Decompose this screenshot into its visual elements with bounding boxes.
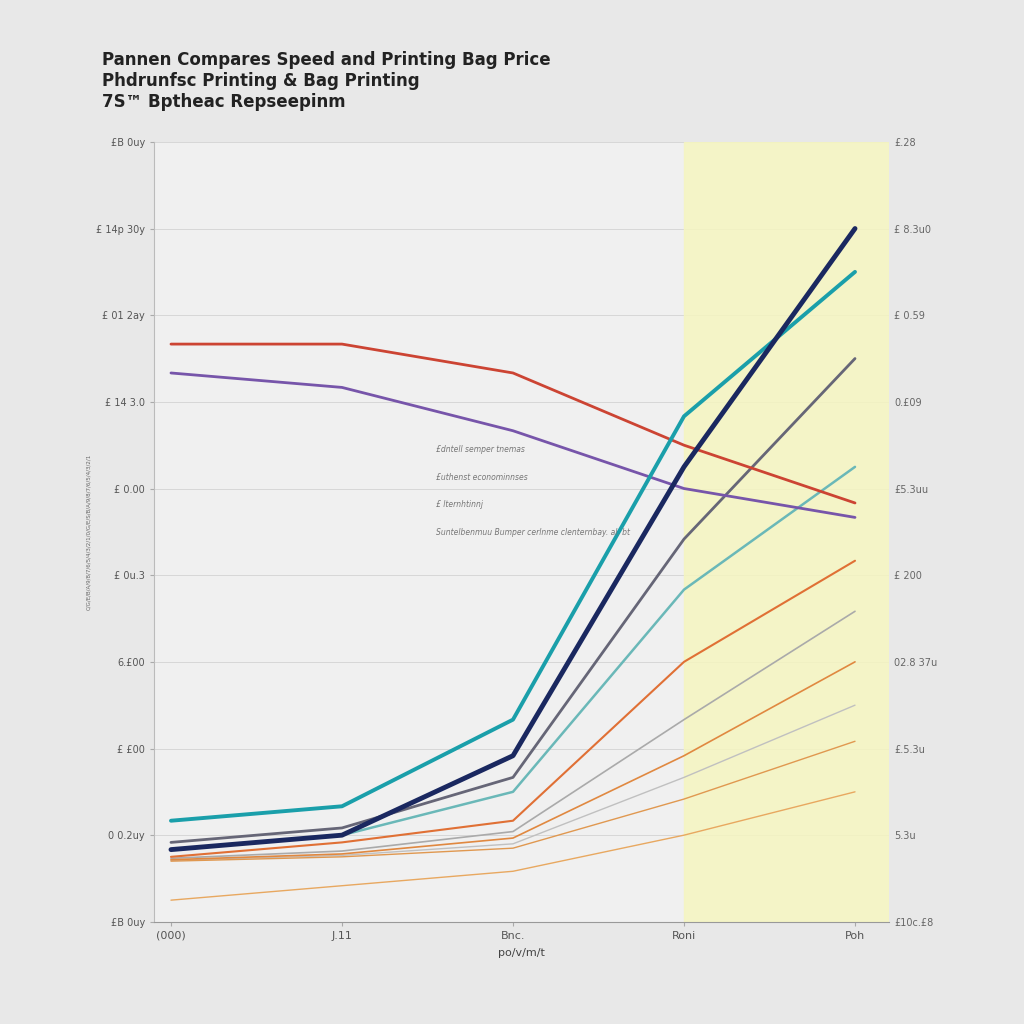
Text: Pannen Compares Speed and Printing Bag Price
Phdrunfsc Printing & Bag Printing
7: Pannen Compares Speed and Printing Bag P… [102,51,551,111]
Text: Suntelbenmuu Bumper cerlnme clenternbay. al. bt: Suntelbenmuu Bumper cerlnme clenternbay.… [436,527,630,537]
Text: £dntell semper tnemas: £dntell semper tnemas [436,445,525,455]
X-axis label: po/v/m/t: po/v/m/t [498,948,545,957]
Bar [684,142,889,922]
Y-axis label: C/G/E/B/A/9/8/7/6/5/4/3/2/1/0/G/E/S/B/A/9/8/7/6/5/4/3/2/1: C/G/E/B/A/9/8/7/6/5/4/3/2/1/0/G/E/S/B/A/… [87,454,92,610]
Text: £ lternhtinnj: £ lternhtinnj [436,501,483,509]
Text: £uthenst econominnses: £uthenst econominnses [436,473,527,482]
